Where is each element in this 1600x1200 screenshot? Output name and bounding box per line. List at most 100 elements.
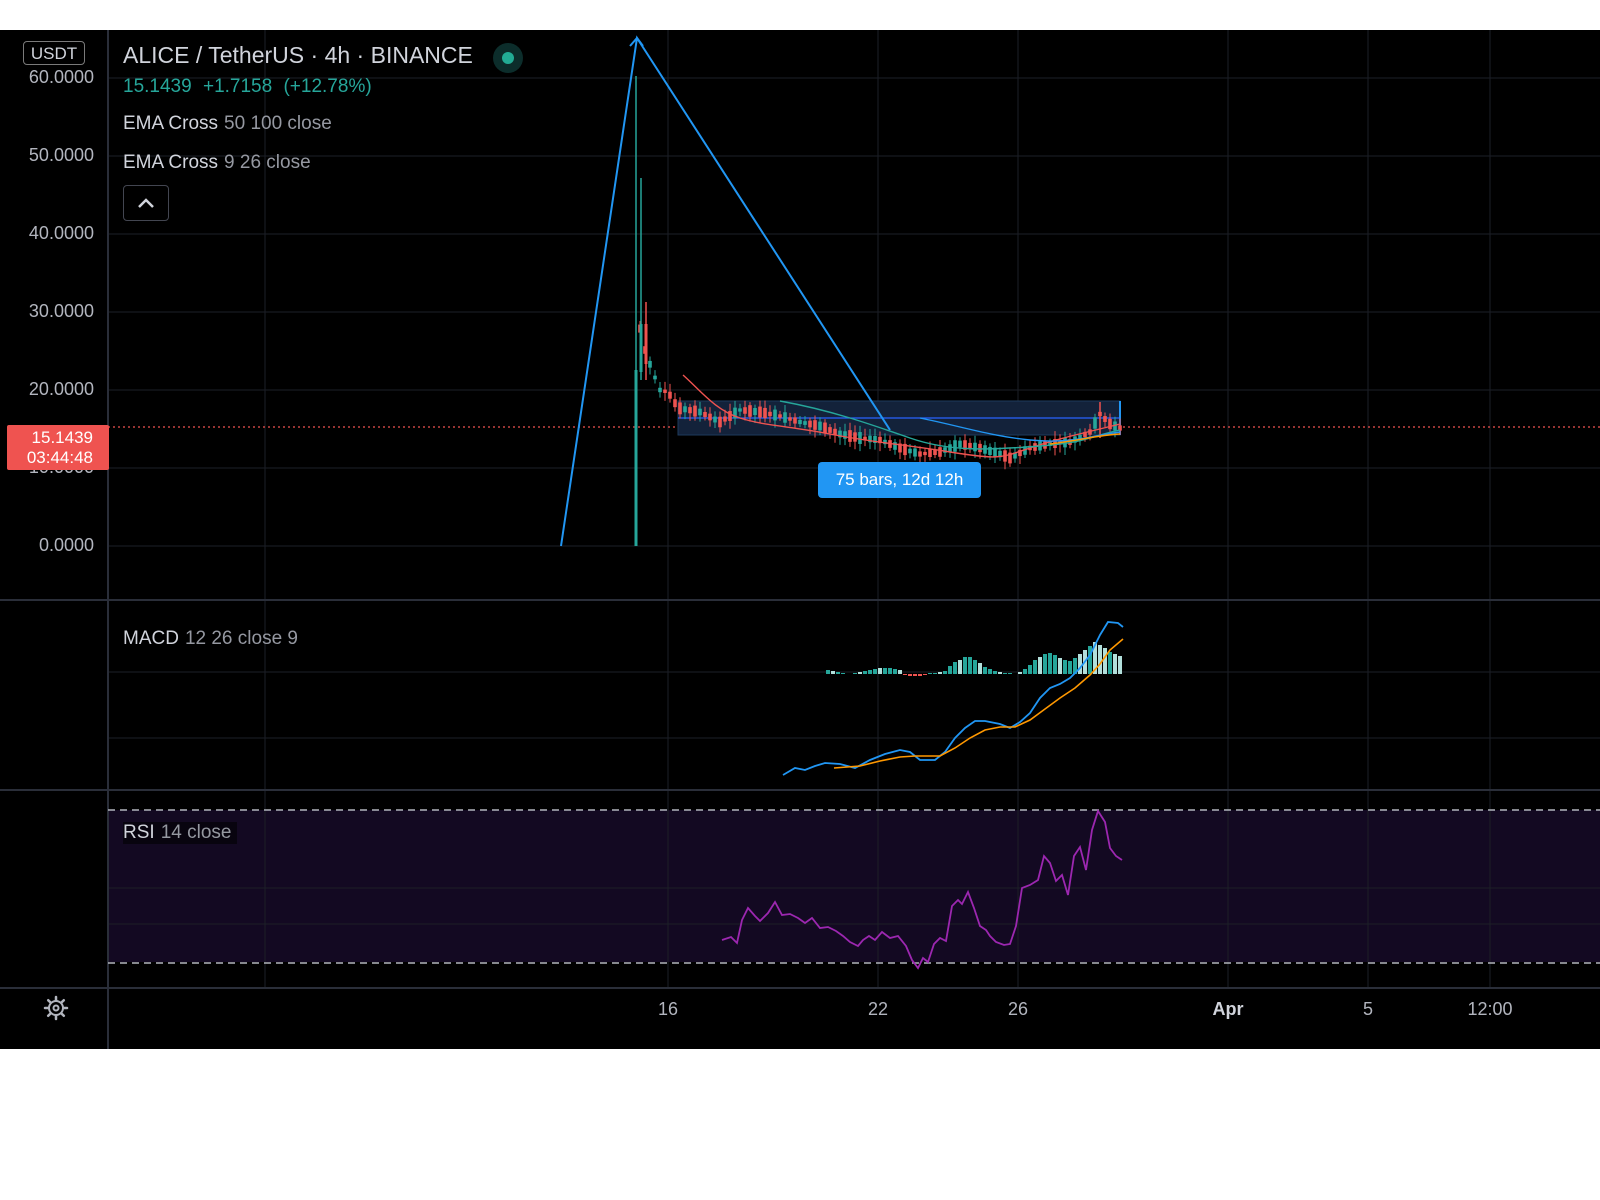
macd-histogram-bar	[973, 660, 977, 674]
macd-histogram-bar	[983, 667, 987, 674]
macd-histogram-bar	[958, 660, 962, 674]
candle-body	[773, 409, 777, 421]
macd-histogram-bar	[1103, 648, 1107, 674]
price-change: +1.7158	[202, 76, 273, 97]
macd-histogram-bar	[1033, 660, 1037, 674]
candle-body	[728, 411, 732, 421]
price-axis-label: 0.0000	[38, 535, 94, 555]
rsi-line	[721, 808, 1123, 970]
macd-histogram-bar	[908, 674, 912, 676]
macd-histogram-bar	[1068, 661, 1072, 674]
legend-macd[interactable]: MACD 12 26 close 9	[123, 628, 298, 650]
macd-histogram-bar	[968, 657, 972, 674]
candle-body	[843, 431, 847, 439]
candle-body	[1018, 449, 1022, 457]
candle-body	[908, 448, 912, 454]
macd-histogram-bar	[1093, 642, 1097, 674]
macd-histogram-bar	[898, 670, 902, 674]
candle-body	[998, 450, 1002, 458]
interval-label: 4h	[324, 42, 351, 68]
candle-body	[818, 421, 822, 431]
macd-histogram-bar	[1048, 653, 1052, 674]
candle-body	[1008, 452, 1012, 464]
candle-body	[718, 416, 722, 428]
candle-body	[963, 440, 967, 450]
candle-body	[698, 408, 702, 416]
time-axis-label: 5	[1362, 999, 1374, 1019]
last-price: 15.1439	[123, 76, 192, 97]
time-axis-label: 26	[1007, 999, 1029, 1019]
time-axis-label: 12:00	[1467, 999, 1513, 1019]
indicator-name: RSI	[123, 822, 155, 843]
candle-body	[673, 399, 677, 408]
candle-body	[733, 407, 737, 419]
candle-body	[868, 435, 872, 443]
gear-icon[interactable]	[42, 994, 70, 1022]
macd-histogram-bar	[863, 671, 867, 674]
candle-body	[703, 411, 707, 418]
candle-body	[938, 447, 942, 457]
candle-body	[663, 389, 667, 393]
candle-body	[1103, 416, 1107, 422]
macd-histogram-bar	[1108, 652, 1112, 674]
candle-body	[913, 448, 917, 457]
macd-histogram-bar	[1063, 660, 1067, 674]
macd-histogram-bar	[943, 671, 947, 674]
measure-tool-label[interactable]: 75 bars, 12d 12h	[818, 462, 981, 498]
ema-26-line	[779, 400, 1121, 450]
macd-histogram-bar	[1078, 654, 1082, 674]
candle-body	[748, 405, 752, 417]
macd-histogram-bar	[836, 672, 840, 674]
candle-body	[873, 436, 877, 443]
collapse-legend-button[interactable]	[123, 185, 169, 221]
chart-canvas[interactable]	[0, 30, 1600, 1049]
candle-body	[793, 417, 797, 424]
indicator-args: 12 26 close 9	[184, 628, 298, 649]
symbol-title[interactable]: ALICE / TetherUS · 4h · BINANCE	[123, 42, 473, 69]
candle-body	[898, 443, 902, 453]
trend-drawing-arrow	[629, 36, 644, 47]
macd-histogram-bar	[826, 670, 830, 674]
title-separator: ·	[356, 42, 365, 68]
macd-histogram-bar	[988, 669, 992, 674]
market-status-icon[interactable]	[493, 43, 523, 73]
legend-rsi[interactable]: RSI 14 close	[123, 822, 238, 844]
legend-ema-cross-9-26[interactable]: EMA Cross 9 26 close	[123, 152, 311, 174]
candle-body	[808, 420, 812, 428]
candle-body	[903, 443, 907, 456]
title-separator: ·	[310, 42, 319, 68]
price-legend: 15.1439 +1.7158 (+12.78%)	[123, 76, 378, 98]
current-price-tag: 15.1439 03:44:48	[7, 425, 109, 470]
candle-body	[743, 407, 747, 414]
macd-histogram-bar	[1043, 654, 1047, 674]
candle-body	[968, 442, 972, 450]
candle-body	[1078, 434, 1082, 440]
candle-body	[1093, 417, 1097, 429]
macd-histogram-bar	[993, 671, 997, 674]
exchange-label: BINANCE	[370, 42, 473, 68]
candle-body	[993, 447, 997, 458]
macd-histogram-bar	[853, 673, 857, 674]
candle-body	[883, 439, 887, 445]
macd-histogram-bar	[873, 669, 877, 674]
time-axis-label: 16	[657, 999, 679, 1019]
chart-window[interactable]: USDT ALICE / TetherUS · 4h · BINANCE 15.…	[0, 30, 1600, 1049]
symbol-name: ALICE / TetherUS	[123, 42, 305, 68]
time-axis-label: Apr	[1212, 999, 1244, 1019]
macd-histogram-bar	[1088, 646, 1092, 674]
indicator-args: 9 26 close	[224, 152, 311, 173]
macd-histogram-bar	[953, 662, 957, 674]
candle-body	[958, 440, 962, 448]
candle-body	[798, 419, 802, 425]
candle-body	[988, 446, 992, 456]
candle-body	[838, 430, 842, 438]
candle-body	[1023, 446, 1027, 455]
currency-badge[interactable]: USDT	[23, 41, 85, 65]
candle-body	[693, 405, 697, 417]
candle-body	[788, 417, 792, 421]
macd-histogram-bar	[1118, 656, 1122, 674]
candle-body	[683, 406, 687, 413]
legend-ema-cross-50-100[interactable]: EMA Cross 50 100 close	[123, 113, 332, 135]
candle-body	[858, 432, 862, 444]
candle-body	[708, 413, 712, 421]
